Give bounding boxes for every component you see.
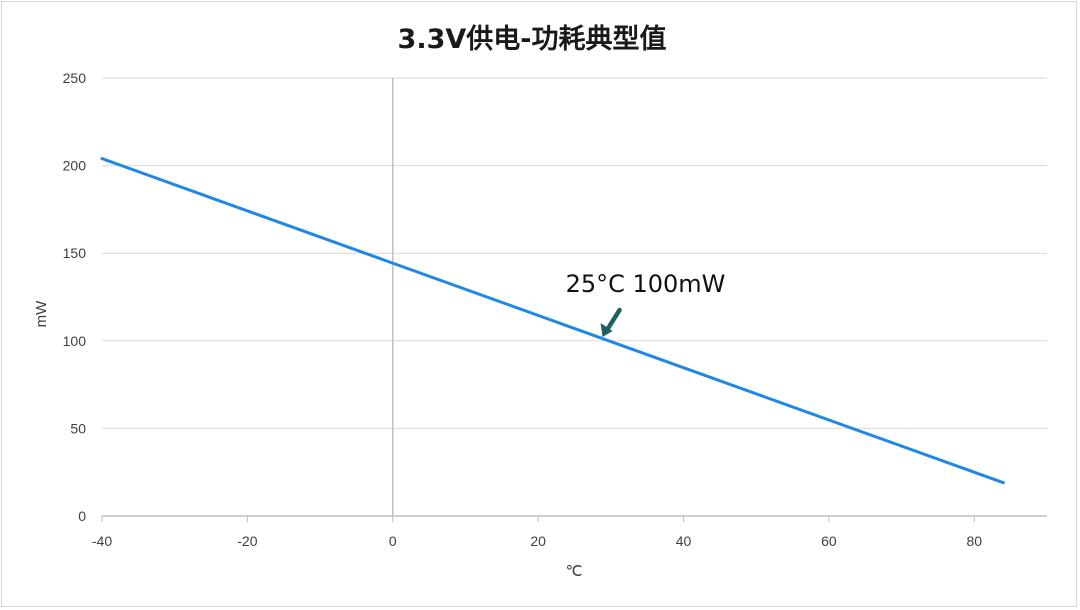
- x-tick-label: 60: [821, 533, 837, 549]
- annotation-arrow-head: [600, 323, 613, 338]
- x-tick-label: 40: [676, 533, 692, 549]
- x-tick-label: -40: [92, 533, 112, 549]
- axis-layer: 0 50 100 150 200 250 -40 -20 0 20 40 60 80: [63, 70, 1047, 549]
- y-tick-label: 0: [78, 508, 86, 524]
- series-line: [100, 157, 1005, 485]
- chart-title: 3.3V供电-功耗典型值: [398, 24, 667, 55]
- series-layer: [100, 157, 1005, 485]
- annotation-arrow-shaft: [605, 307, 622, 332]
- y-tick-label: 200: [63, 158, 87, 174]
- x-tick-label: 0: [389, 533, 397, 549]
- y-tick-label: 50: [70, 420, 86, 436]
- x-tick-label: -20: [237, 533, 257, 549]
- y-axis-label: mW: [33, 300, 50, 327]
- x-tick-label: 20: [530, 533, 546, 549]
- annotation-layer: 25°C 100mW: [566, 270, 726, 338]
- annotation-label: 25°C 100mW: [566, 270, 726, 298]
- y-tick-label: 100: [63, 333, 87, 349]
- grid-layer: [102, 77, 1047, 429]
- y-tick-label: 150: [63, 245, 87, 261]
- x-tick-label: 80: [967, 533, 983, 549]
- x-axis-label: ℃: [566, 563, 583, 580]
- y-tick-label: 250: [63, 70, 87, 86]
